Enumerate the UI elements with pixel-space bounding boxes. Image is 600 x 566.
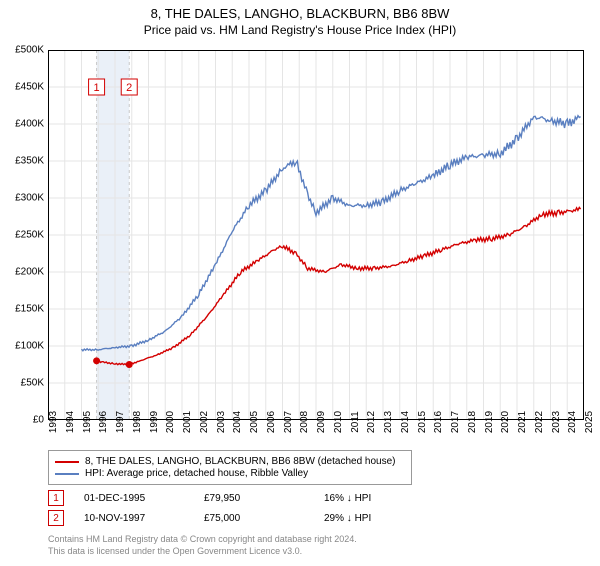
x-tick-label: 1996 (98, 411, 109, 433)
x-tick-label: 2025 (584, 411, 595, 433)
sale-date: 10-NOV-1997 (84, 513, 184, 524)
x-tick-label: 2007 (283, 411, 294, 433)
x-tick-label: 2016 (433, 411, 444, 433)
y-tick-label: £250K (15, 230, 44, 241)
page-subtitle: Price paid vs. HM Land Registry's House … (0, 23, 600, 37)
x-tick-label: 2023 (551, 411, 562, 433)
x-tick-label: 2024 (567, 411, 578, 433)
x-tick-label: 2018 (467, 411, 478, 433)
y-tick-label: £350K (15, 156, 44, 167)
x-tick-label: 2009 (316, 411, 327, 433)
x-tick-label: 1998 (132, 411, 143, 433)
y-tick-label: £400K (15, 119, 44, 130)
x-tick-label: 2019 (484, 411, 495, 433)
x-tick-label: 1993 (48, 411, 59, 433)
x-tick-label: 1995 (82, 411, 93, 433)
x-tick-label: 2020 (500, 411, 511, 433)
y-tick-label: £500K (15, 45, 44, 56)
x-tick-label: 2011 (350, 411, 361, 433)
legend-item: 8, THE DALES, LANGHO, BLACKBURN, BB6 8BW… (55, 456, 405, 467)
svg-text:1: 1 (94, 82, 100, 94)
legend-label: 8, THE DALES, LANGHO, BLACKBURN, BB6 8BW… (85, 456, 396, 467)
footnote: Contains HM Land Registry data © Crown c… (48, 534, 357, 557)
footnote-line: Contains HM Land Registry data © Crown c… (48, 534, 357, 546)
chart-svg: 12 (48, 50, 584, 420)
y-tick-label: £100K (15, 341, 44, 352)
sale-price: £79,950 (204, 493, 304, 504)
chart: 12 £0£50K£100K£150K£200K£250K£300K£350K£… (48, 50, 584, 420)
x-tick-label: 2017 (450, 411, 461, 433)
table-row: 1 01-DEC-1995 £79,950 16% ↓ HPI (48, 490, 424, 506)
y-tick-label: £450K (15, 82, 44, 93)
y-tick-label: £300K (15, 193, 44, 204)
y-tick-label: £150K (15, 304, 44, 315)
x-tick-label: 2014 (400, 411, 411, 433)
sale-date: 01-DEC-1995 (84, 493, 184, 504)
legend: 8, THE DALES, LANGHO, BLACKBURN, BB6 8BW… (48, 450, 412, 485)
table-row: 2 10-NOV-1997 £75,000 29% ↓ HPI (48, 510, 424, 526)
y-tick-label: £0 (33, 415, 44, 426)
x-tick-label: 2004 (232, 411, 243, 433)
sale-delta: 29% ↓ HPI (324, 513, 424, 524)
x-tick-label: 2001 (182, 411, 193, 433)
x-tick-label: 1994 (65, 411, 76, 433)
x-tick-label: 2008 (299, 411, 310, 433)
sales-table: 1 01-DEC-1995 £79,950 16% ↓ HPI 2 10-NOV… (48, 490, 424, 530)
y-tick-label: £200K (15, 267, 44, 278)
sale-marker-icon: 1 (48, 490, 64, 506)
y-tick-label: £50K (21, 378, 44, 389)
x-tick-label: 2015 (417, 411, 428, 433)
page-title: 8, THE DALES, LANGHO, BLACKBURN, BB6 8BW (0, 6, 600, 21)
x-tick-label: 2003 (216, 411, 227, 433)
x-tick-label: 2000 (165, 411, 176, 433)
x-tick-label: 2013 (383, 411, 394, 433)
x-tick-label: 2002 (199, 411, 210, 433)
legend-label: HPI: Average price, detached house, Ribb… (85, 468, 308, 479)
legend-swatch-icon (55, 473, 79, 475)
sale-delta: 16% ↓ HPI (324, 493, 424, 504)
x-tick-label: 1997 (115, 411, 126, 433)
x-tick-label: 2012 (366, 411, 377, 433)
legend-item: HPI: Average price, detached house, Ribb… (55, 468, 405, 479)
svg-text:2: 2 (126, 82, 132, 94)
sale-marker-icon: 2 (48, 510, 64, 526)
sale-price: £75,000 (204, 513, 304, 524)
x-tick-label: 2021 (517, 411, 528, 433)
x-tick-label: 2010 (333, 411, 344, 433)
legend-swatch-icon (55, 461, 79, 463)
x-tick-label: 1999 (149, 411, 160, 433)
x-tick-label: 2022 (534, 411, 545, 433)
x-tick-label: 2006 (266, 411, 277, 433)
x-tick-label: 2005 (249, 411, 260, 433)
footnote-line: This data is licensed under the Open Gov… (48, 546, 357, 558)
